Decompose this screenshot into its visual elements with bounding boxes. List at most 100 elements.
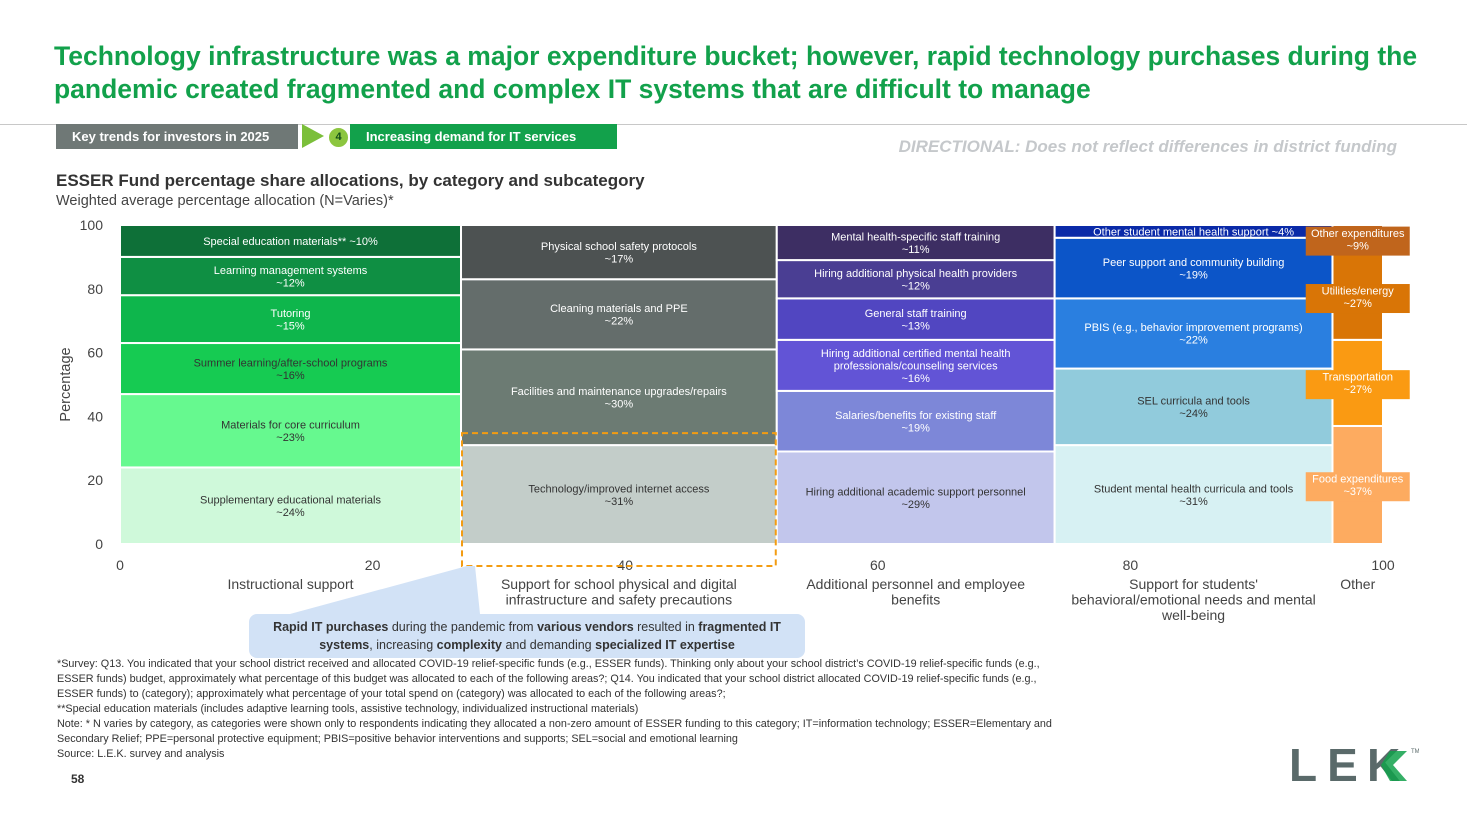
segment-label-line: ~27% — [1344, 298, 1373, 310]
segment-label-line: ~13% — [901, 320, 930, 332]
lek-logo: LE K TM — [1289, 743, 1419, 787]
segment-label-bg — [1305, 370, 1410, 400]
directional-note: DIRECTIONAL: Does not reflect difference… — [898, 137, 1397, 156]
segment-label-line: Other student mental health support ~4% — [1093, 226, 1294, 238]
segment-label-line: ~16% — [276, 370, 305, 382]
segment-label: Learning management systems ~12% — [214, 265, 368, 290]
breadcrumb-step-number: 4 — [328, 127, 349, 148]
mekko-segment — [775, 259, 1056, 300]
segment-label-line: ~16% — [901, 373, 930, 385]
segment-label: Special education materials** ~10% — [203, 236, 378, 248]
segment-label-line: Hiring additional academic support perso… — [806, 486, 1026, 498]
segment-label-line: Food expenditures — [1312, 474, 1404, 486]
segment-label: Other student mental health support ~4% — [1093, 226, 1294, 238]
mekko-segment — [1053, 236, 1334, 300]
page-number: 58 — [71, 772, 85, 786]
segment-label-line: PBIS (e.g., behavior improvement program… — [1084, 322, 1302, 334]
category-label-line: behavioral/emotional needs and mental — [1071, 592, 1315, 608]
segment-label-line: ~31% — [605, 496, 634, 508]
segment-label-line: ~12% — [901, 280, 930, 292]
segment-label: Utilities/energy ~27% — [1322, 286, 1395, 311]
segment-label: Other expenditures ~9% — [1311, 228, 1405, 253]
breadcrumb-step-label[interactable]: Increasing demand for IT services — [350, 124, 617, 149]
category-label-line: infrastructure and safety precautions — [506, 592, 732, 608]
x-tick-label: 40 — [617, 557, 633, 573]
segment-label-line: SEL curricula and tools — [1137, 396, 1250, 408]
highlight-box — [461, 432, 777, 567]
y-tick-label: 60 — [87, 345, 103, 361]
segment-label-line: ~37% — [1344, 486, 1373, 498]
segment-label-line: Peer support and community building — [1103, 257, 1285, 269]
footnote-note: Note: * N varies by category, as categor… — [57, 718, 1052, 745]
callout-part-3: resulted in — [633, 620, 699, 634]
segment-label-line: ~19% — [1179, 269, 1208, 281]
segment-label: Physical school safety protocols ~17% — [541, 241, 697, 265]
mekko-segment — [775, 297, 1056, 341]
segment-label-line: General staff training — [865, 308, 967, 320]
segment-label: Materials for core curriculum ~23% — [221, 420, 360, 445]
callout-connector — [290, 566, 480, 614]
category-label-line: Other — [1340, 576, 1375, 592]
page-title: Technology infrastructure was a major ex… — [54, 41, 1418, 104]
segment-label-line: ~30% — [605, 399, 634, 411]
callout-part-6: complexity — [436, 638, 502, 652]
segment-label-line: ~11% — [902, 244, 930, 256]
segment-label-bg — [1305, 284, 1410, 314]
category-label: Support for school physical and digital i… — [501, 576, 737, 608]
segment-label-line: Special education materials** ~10% — [203, 236, 378, 248]
segment-label: Cleaning materials and PPE ~22% — [550, 303, 688, 328]
segment-label-bg — [1305, 226, 1410, 256]
segment-label: General staff training ~13% — [865, 308, 967, 333]
category-label: Support for students' behavioral/emotiona… — [1071, 576, 1315, 623]
segment-label-line: Hiring additional physical health provid… — [814, 268, 1018, 280]
mekko-segment — [460, 278, 778, 351]
segment-label: Hiring additional physical health provid… — [814, 268, 1018, 293]
segment-label-line: Student mental health curricula and tool… — [1094, 483, 1294, 495]
segment-label-line: ~31% — [1179, 496, 1208, 508]
segment-label: Food expenditures ~37% — [1312, 474, 1404, 499]
segment-label-line: Technology/improved internet access — [528, 483, 709, 495]
segment-label-line: ~23% — [276, 432, 305, 444]
segment-label-line: ~19% — [901, 422, 930, 434]
segment-label-line: Hiring additional certified mental healt… — [821, 348, 1011, 360]
y-tick-label: 0 — [95, 536, 103, 552]
segment-label: Salaries/benefits for existing staff ~19% — [835, 410, 997, 435]
segment-label-line: Learning management systems — [214, 265, 368, 277]
segment-label: PBIS (e.g., behavior improvement program… — [1084, 322, 1302, 347]
footnote-survey: *Survey: Q13. You indicated that your sc… — [57, 658, 1040, 700]
mekko-segment — [460, 348, 778, 447]
segment-label-line: ~17% — [605, 253, 634, 265]
callout-part-5: , increasing — [369, 638, 437, 652]
segment-label: Transportation ~27% — [1322, 372, 1393, 397]
chart-title: ESSER Fund percentage share allocations,… — [56, 171, 645, 190]
segment-label-line: Summer learning/after-school programs — [194, 357, 388, 369]
segment-label-line: Tutoring — [271, 308, 311, 320]
mekko-segment — [119, 466, 463, 545]
mekko-segment — [775, 450, 1056, 545]
segment-label: Tutoring ~15% — [271, 308, 311, 333]
marimekko-chart: 0 20 40 60 80 100 0 20 40 60 80 100 Percentage Supple… — [58, 217, 1410, 623]
mekko-segment — [775, 338, 1056, 392]
segment-label-line: ~15% — [276, 320, 305, 332]
segment-label-line: Transportation — [1322, 372, 1393, 384]
segment-label: Hiring additional certified mental healt… — [821, 348, 1011, 385]
y-tick-label: 20 — [87, 472, 103, 488]
category-label-line: Support for students' — [1129, 576, 1258, 592]
segment-label-line: ~12% — [276, 277, 305, 289]
x-tick-label: 0 — [116, 557, 124, 573]
segment-label-line: ~29% — [901, 499, 930, 511]
breadcrumb-section[interactable]: Key trends for investors in 2025 — [56, 124, 298, 149]
segment-label-line: Supplementary educational materials — [200, 494, 381, 506]
callout-part-2: various vendors — [537, 620, 634, 634]
segment-label: Summer learning/after-school programs ~16… — [194, 357, 388, 382]
segment-label-line: Facilities and maintenance upgrades/repa… — [511, 386, 727, 398]
callout-part-1: during the pandemic from — [388, 620, 538, 634]
segment-label-line: Mental health-specific staff training — [831, 231, 1000, 243]
mekko-segment — [460, 224, 778, 281]
callout-box: Rapid IT purchases during the pandemic f… — [249, 614, 805, 658]
segment-label-line: Other expenditures — [1311, 228, 1405, 240]
callout-part-8: specialized IT expertise — [595, 638, 735, 652]
segment-label-line: ~9% — [1347, 241, 1370, 253]
footnotes: *Survey: Q13. You indicated that your sc… — [57, 657, 1067, 762]
x-tick-label: 80 — [1123, 557, 1139, 573]
